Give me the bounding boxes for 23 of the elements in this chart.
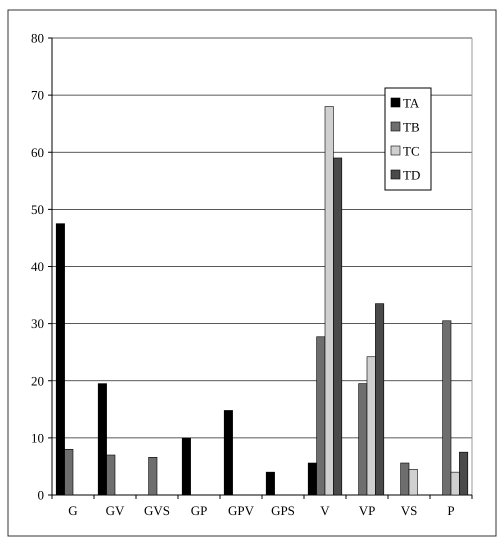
y-tick-label: 20 <box>31 373 44 388</box>
legend-label: TB <box>403 120 420 135</box>
x-tick-label: GVS <box>144 503 170 518</box>
y-tick-label: 40 <box>31 259 44 274</box>
y-tick-label: 70 <box>31 88 44 103</box>
x-tick-label: V <box>320 503 330 518</box>
y-tick-label: 50 <box>31 202 44 217</box>
y-tick-label: 60 <box>31 144 44 160</box>
x-tick-label: VS <box>400 503 418 518</box>
x-tick-label: GV <box>106 503 125 518</box>
x-tick-label: G <box>68 503 78 518</box>
x-tick-label: GPS <box>271 503 295 518</box>
x-tick-label: GPV <box>228 503 255 518</box>
x-tick-label: P <box>447 503 455 518</box>
x-tick-label: GP <box>190 503 208 518</box>
y-tick-label: 10 <box>31 430 44 446</box>
legend-label: TA <box>403 96 420 111</box>
legend-label: TC <box>403 144 420 159</box>
y-tick-label: 80 <box>31 30 44 46</box>
y-tick-label: 0 <box>38 488 44 503</box>
legend-label: TD <box>403 168 420 183</box>
x-tick-label: VP <box>358 503 376 518</box>
y-tick-label: 30 <box>31 316 44 332</box>
